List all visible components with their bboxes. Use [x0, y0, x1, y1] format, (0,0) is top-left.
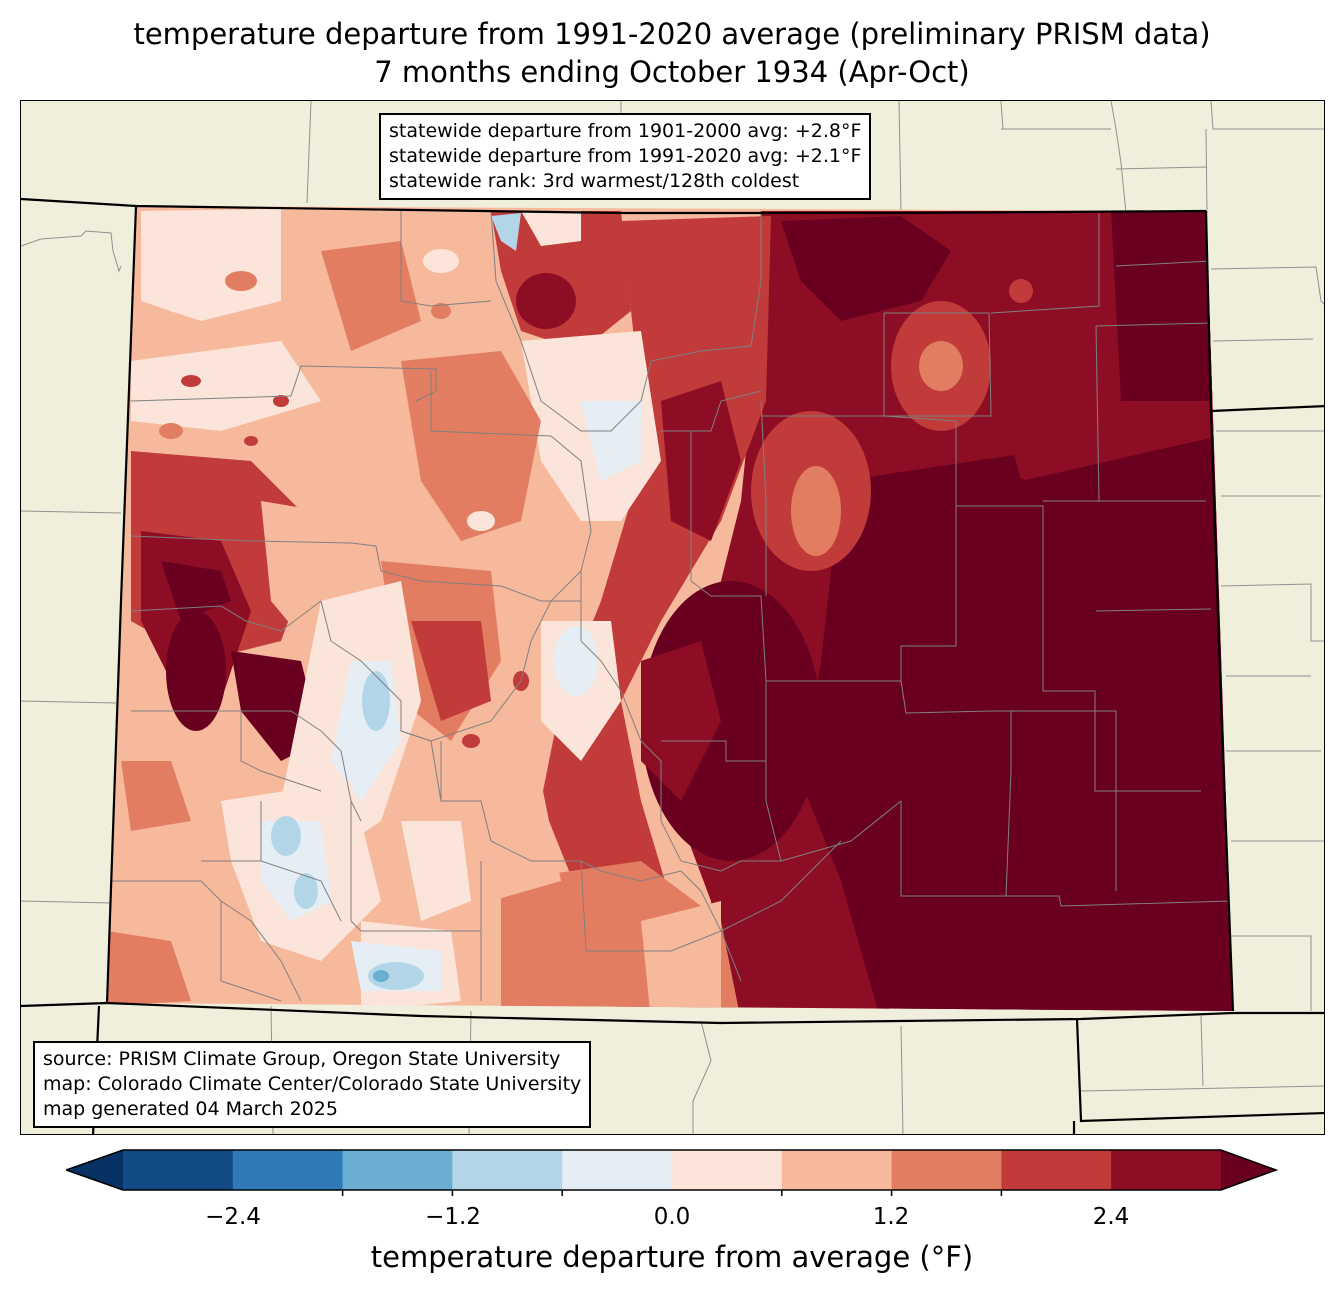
colorbar-bin	[672, 1150, 783, 1190]
colorbar-tick-0-0: 0.0	[653, 1204, 691, 1230]
map-panel: statewide departure from 1901-2000 avg: …	[20, 100, 1325, 1135]
colorbar-tick-neg-1-2: −1.2	[425, 1204, 481, 1230]
county-lines	[107, 210, 1232, 1002]
colorbar-label: temperature departure from average (°F)	[370, 1240, 974, 1274]
statewide-stats-box: statewide departure from 1901-2000 avg: …	[379, 113, 872, 200]
map-title-line1: temperature departure from 1991-2020 ave…	[133, 17, 1211, 51]
colorbar-outline	[66, 1149, 1278, 1191]
colorbar-bin	[562, 1150, 673, 1190]
source-box: source: PRISM Climate Group, Oregon Stat…	[33, 1041, 592, 1128]
colorbar-over-arrow	[1221, 1150, 1276, 1190]
colorbar-bin	[123, 1150, 234, 1190]
colorbar-bin	[891, 1150, 1002, 1190]
colorbar-bin	[781, 1150, 893, 1190]
colorbar-bin	[232, 1150, 344, 1190]
source-line-data: source: PRISM Climate Group, Oregon Stat…	[43, 1048, 561, 1070]
temperature-field	[107, 206, 1233, 1011]
colorbar-bin	[452, 1150, 563, 1190]
stats-line-1901-2000: statewide departure from 1901-2000 avg: …	[389, 120, 862, 142]
stats-line-1991-2020: statewide departure from 1991-2020 avg: …	[389, 145, 862, 167]
source-line-date: map generated 04 March 2025	[43, 1098, 338, 1120]
colorbar-tick-2-4: 2.4	[1092, 1204, 1130, 1230]
colorado-map	[21, 101, 1324, 1134]
map-title-line2: 7 months ending October 1934 (Apr-Oct)	[374, 55, 970, 89]
colorbar-tick-1-2: 1.2	[872, 1204, 910, 1230]
colorbar-tick-marks	[341, 1190, 1003, 1196]
colorbar-under-arrow	[66, 1150, 123, 1190]
colorbar-tick-neg-2-4: −2.4	[205, 1204, 261, 1230]
state-borders	[21, 197, 1324, 1134]
colorbar-bin	[342, 1150, 453, 1190]
colorbar-bins	[123, 1150, 1222, 1190]
stats-line-rank: statewide rank: 3rd warmest/128th coldes…	[389, 170, 800, 192]
source-line-map: map: Colorado Climate Center/Colorado St…	[43, 1073, 582, 1095]
colorbar-bin	[1001, 1150, 1112, 1190]
colorbar-bin	[1111, 1150, 1222, 1190]
colorbar	[66, 1149, 1278, 1196]
